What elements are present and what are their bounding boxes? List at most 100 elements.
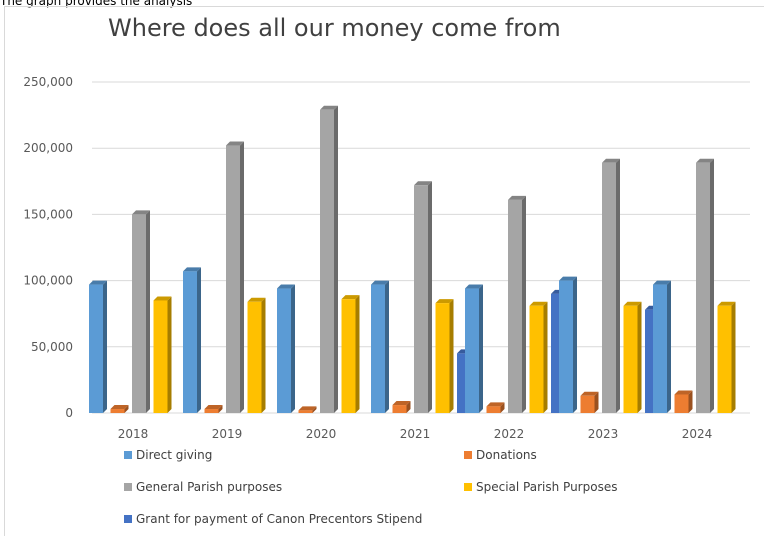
bar-top xyxy=(392,401,411,406)
bar-side xyxy=(103,280,107,413)
bar-top xyxy=(132,210,150,215)
bar xyxy=(277,288,291,413)
bar xyxy=(602,162,616,413)
bar-top xyxy=(183,267,201,272)
legend-label: General Parish purposes xyxy=(136,480,283,494)
bar-side xyxy=(522,195,526,413)
bar-top xyxy=(696,158,714,163)
bar-side xyxy=(218,405,223,413)
legend-label: Donations xyxy=(476,448,537,462)
bar-side xyxy=(385,280,389,413)
bar xyxy=(341,299,356,413)
bar-top xyxy=(414,181,432,186)
bar xyxy=(623,305,638,413)
bar-side xyxy=(291,284,295,413)
x-tick-label: 2020 xyxy=(306,427,337,441)
bar-top xyxy=(277,284,295,289)
bar xyxy=(247,301,262,413)
legend-label: Direct giving xyxy=(136,448,213,462)
legend-label: Special Parish Purposes xyxy=(476,480,618,494)
bar-side xyxy=(573,276,577,413)
x-tick-label: 2021 xyxy=(400,427,431,441)
bar xyxy=(414,185,428,413)
bar-top xyxy=(508,195,526,200)
legend-swatch xyxy=(464,451,472,459)
bar xyxy=(465,288,479,413)
bar xyxy=(320,109,334,413)
legend-swatch xyxy=(464,483,472,491)
x-tick-label: 2022 xyxy=(494,427,525,441)
bar xyxy=(226,145,240,413)
bar xyxy=(183,271,197,413)
bar-top xyxy=(717,301,736,306)
x-tick-label: 2018 xyxy=(118,427,149,441)
bar-side xyxy=(479,284,483,413)
legend-swatch xyxy=(124,483,132,491)
bar-top xyxy=(226,141,244,146)
y-tick-label: 200,000 xyxy=(23,141,73,155)
bar-top xyxy=(559,276,577,281)
bar-side xyxy=(449,299,454,413)
bar-top xyxy=(320,105,338,110)
bar-top xyxy=(89,280,107,285)
bar-side xyxy=(240,141,244,413)
bar-side xyxy=(500,402,505,413)
bar-side xyxy=(710,158,714,413)
bar-side xyxy=(594,391,599,413)
bar-top xyxy=(371,280,389,285)
bar-side xyxy=(637,301,642,413)
chart-legend: Direct giving Donations General Parish pur… xyxy=(124,448,744,532)
bar-side xyxy=(355,295,360,413)
bar-side xyxy=(688,390,693,413)
legend-swatch xyxy=(124,515,132,523)
bar xyxy=(371,284,385,413)
bar-side xyxy=(406,401,411,413)
legend-item: General Parish purposes xyxy=(124,480,282,494)
bar-top xyxy=(204,405,223,410)
bar xyxy=(696,162,710,413)
bar-top xyxy=(465,284,483,289)
bar xyxy=(529,305,544,413)
bar-top xyxy=(110,405,129,410)
y-tick-label: 50,000 xyxy=(31,340,73,354)
y-tick-label: 100,000 xyxy=(23,274,73,288)
legend-label: Grant for payment of Canon Precentors St… xyxy=(136,512,423,526)
x-tick-label: 2019 xyxy=(212,427,243,441)
y-tick-label: 150,000 xyxy=(23,207,73,221)
bar-top xyxy=(580,391,599,396)
bar-top xyxy=(674,390,693,395)
bar-top xyxy=(298,406,317,411)
x-tick-label: 2023 xyxy=(588,427,619,441)
bar xyxy=(132,214,146,413)
bar-top xyxy=(486,402,505,407)
bar xyxy=(435,303,450,413)
bar-side xyxy=(124,405,129,413)
chart-title: Where does all our money come from xyxy=(108,14,561,42)
legend-item: Donations xyxy=(464,448,537,462)
bar-side xyxy=(312,406,317,413)
legend-item: Grant for payment of Canon Precentors St… xyxy=(124,512,422,526)
bar-side xyxy=(334,105,338,413)
bar-top xyxy=(602,158,620,163)
legend-item: Special Parish Purposes xyxy=(464,480,617,494)
legend-swatch xyxy=(124,451,132,459)
bar-top xyxy=(653,280,671,285)
bar-side xyxy=(543,301,548,413)
bar xyxy=(674,394,689,413)
bar-top xyxy=(247,297,266,302)
bar-side xyxy=(146,210,150,413)
chart-caption: The graph provides the analysis xyxy=(0,0,193,8)
bar xyxy=(298,410,313,413)
legend-item: Direct giving xyxy=(124,448,212,462)
y-tick-label: 0 xyxy=(65,406,73,420)
bar-side xyxy=(428,181,432,413)
bar-top xyxy=(435,299,454,304)
bar-side xyxy=(616,158,620,413)
bar-side xyxy=(167,296,172,413)
chart-frame xyxy=(4,6,764,536)
bar-top xyxy=(623,301,642,306)
bar-side xyxy=(261,297,266,413)
bar xyxy=(392,405,407,413)
y-tick-label: 250,000 xyxy=(23,75,73,89)
